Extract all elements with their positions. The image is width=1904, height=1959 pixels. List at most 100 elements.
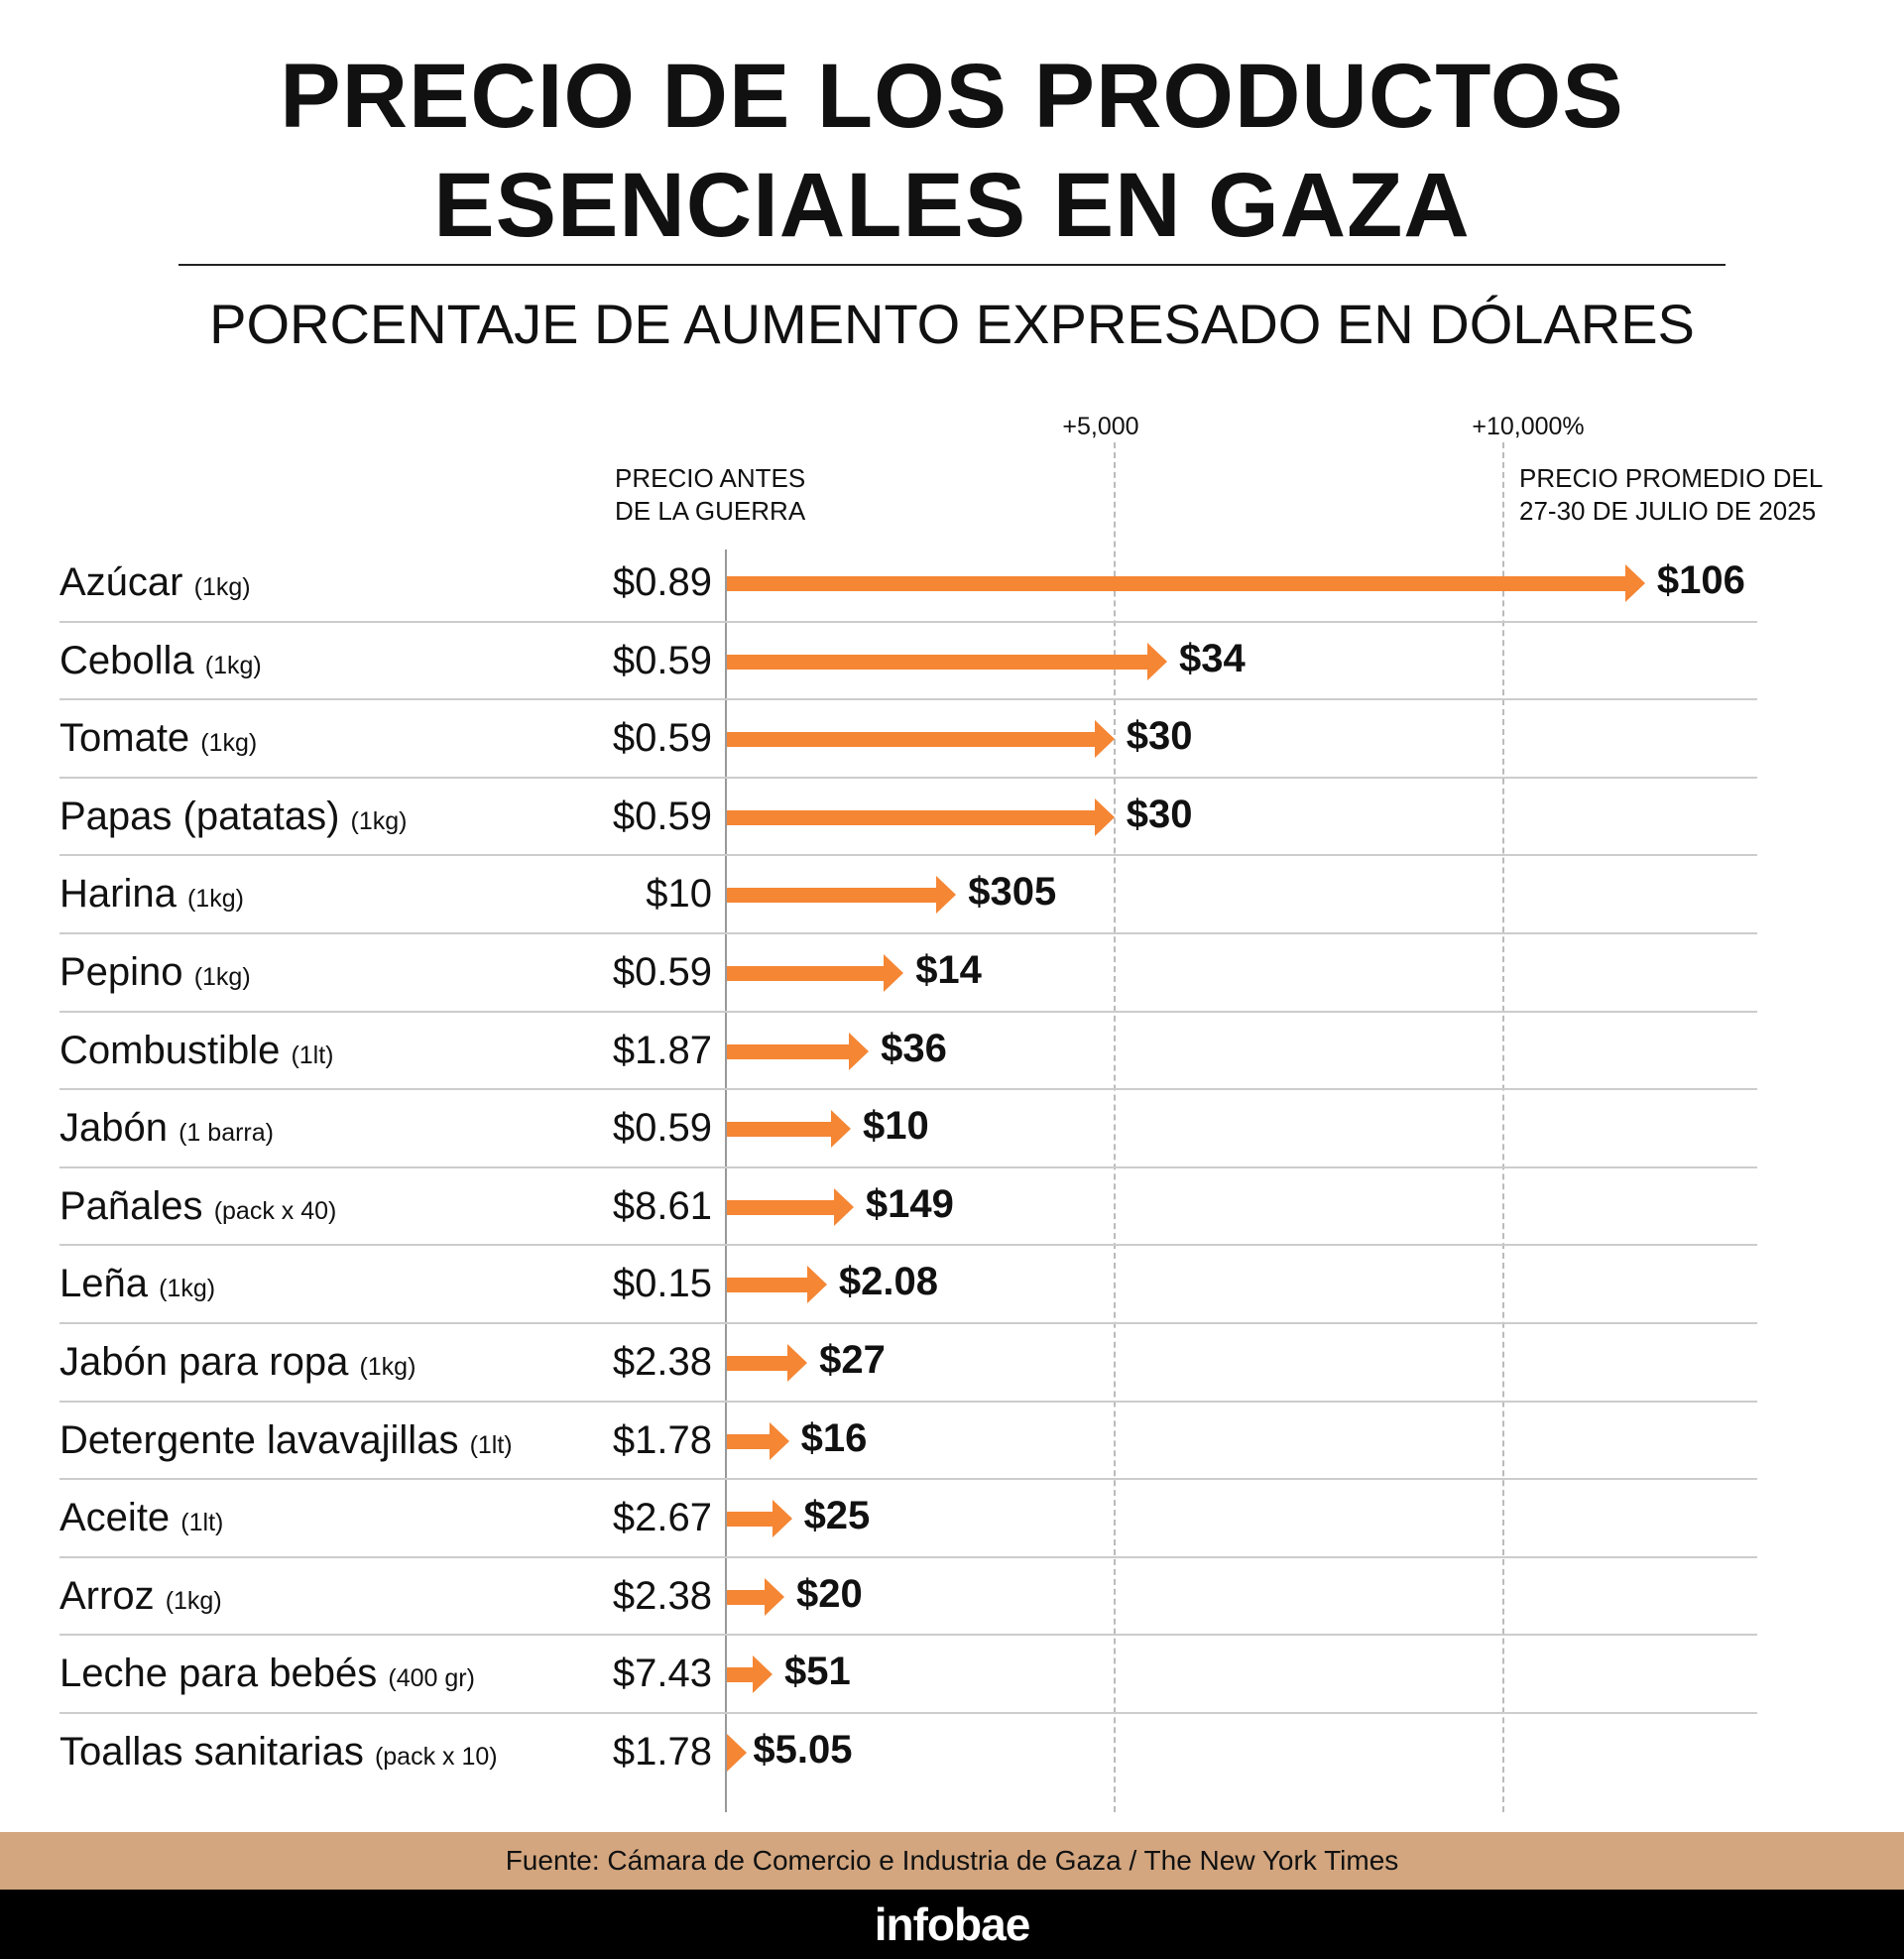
product-label: Leña <box>60 1262 148 1306</box>
increase-bar <box>727 1043 850 1059</box>
price-after: $305 <box>968 870 1057 915</box>
column-header-after-line1: PRECIO PROMEDIO DEL <box>1519 463 1824 493</box>
product-unit: (1kg) <box>193 963 251 991</box>
product-unit: (1lt) <box>180 1509 224 1537</box>
product-name: Detergente lavavajillas (1lt) <box>60 1418 513 1463</box>
arrow-head-icon <box>1624 564 1645 602</box>
price-after: $149 <box>865 1181 954 1226</box>
product-name: Tomate (1kg) <box>60 716 257 761</box>
product-label: Azúcar <box>60 560 183 604</box>
source-footer: Fuente: Cámara de Comercio e Industria d… <box>0 1832 1904 1890</box>
product-label: Aceite <box>60 1496 171 1540</box>
price-after: $30 <box>1126 792 1193 836</box>
title-divider <box>178 264 1726 266</box>
price-after: $51 <box>783 1650 851 1694</box>
row-divider <box>60 1400 1757 1403</box>
chart-title-line1: PRECIO DE LOS PRODUCTOS <box>280 46 1624 147</box>
increase-bar <box>727 809 1095 825</box>
table-row: Pañales (pack x 40) $8.61 $149 <box>60 1168 1757 1246</box>
row-divider <box>60 1322 1757 1324</box>
product-label: Pepino <box>60 950 183 994</box>
row-divider <box>60 1634 1757 1637</box>
y-axis-line <box>725 550 727 1812</box>
table-row: Azúcar (1kg) $0.89 $106 <box>60 545 1757 622</box>
table-row: Papas (patatas) (1kg) $0.59 $30 <box>60 779 1757 856</box>
table-row: Harina (1kg) $10 $305 <box>60 856 1757 933</box>
increase-bar <box>727 1199 834 1215</box>
product-name: Jabón para ropa (1kg) <box>60 1340 416 1385</box>
arrow-head-icon <box>1094 797 1115 836</box>
increase-bar <box>727 1122 832 1138</box>
price-after: $34 <box>1178 636 1246 680</box>
increase-bar <box>727 1512 773 1528</box>
price-before: $0.59 <box>612 716 712 761</box>
product-label: Arroz <box>60 1573 155 1618</box>
arrow-head-icon <box>727 1734 747 1772</box>
product-label: Combustible <box>60 1028 281 1072</box>
table-row: Pepino (1kg) $0.59 $14 <box>60 934 1757 1012</box>
increase-bar <box>727 966 885 981</box>
product-unit: (1kg) <box>359 1353 416 1381</box>
table-row: Combustible (1lt) $1.87 $36 <box>60 1013 1757 1090</box>
product-label: Cebolla <box>60 638 194 682</box>
price-after: $20 <box>796 1571 863 1616</box>
product-name: Harina (1kg) <box>60 872 244 917</box>
column-header-after-line2: 27-30 DE JULIO DE 2025 <box>1519 496 1817 526</box>
row-divider <box>60 698 1757 701</box>
column-header-before-line2: DE LA GUERRA <box>615 496 806 526</box>
price-before: $1.78 <box>612 1417 712 1462</box>
price-after: $2.08 <box>838 1260 938 1304</box>
product-label: Jabón <box>60 1106 168 1151</box>
arrow-head-icon <box>833 1187 854 1226</box>
table-row: Tomate (1kg) $0.59 $30 <box>60 700 1757 778</box>
price-before: $2.38 <box>612 1340 712 1384</box>
product-name: Papas (patatas) (1kg) <box>60 795 407 839</box>
table-row: Leche para bebés (400 gr) $7.43 $51 <box>60 1636 1757 1713</box>
increase-bar <box>727 1278 807 1293</box>
row-divider <box>60 854 1757 857</box>
product-label: Leche para bebés <box>60 1652 378 1696</box>
x-tick-label: +5,000 <box>1062 413 1139 440</box>
row-divider <box>60 1010 1757 1013</box>
arrow-head-icon <box>884 954 904 992</box>
chart-subtitle: PORCENTAJE DE AUMENTO EXPRESADO EN DÓLAR… <box>209 293 1695 355</box>
price-before: $2.38 <box>612 1573 712 1618</box>
table-row: Jabón para ropa (1kg) $2.38 $27 <box>60 1324 1757 1402</box>
arrow-head-icon <box>831 1110 852 1149</box>
row-divider <box>60 1555 1757 1558</box>
table-row: Toallas sanitarias (pack x 10) $1.78 $5.05 <box>60 1714 1757 1791</box>
arrow-head-icon <box>765 1577 785 1616</box>
product-label: Toallas sanitarias <box>60 1730 364 1774</box>
x-tick-label: +10,000% <box>1472 413 1585 440</box>
product-unit: (1kg) <box>186 885 244 914</box>
product-unit: (pack x 40) <box>213 1196 337 1225</box>
price-after: $10 <box>863 1104 929 1149</box>
product-unit: (1kg) <box>159 1275 216 1303</box>
table-row: Aceite (1lt) $2.67 $25 <box>60 1480 1757 1557</box>
arrow-head-icon <box>806 1266 827 1304</box>
column-header-before: PRECIO ANTES DE LA GUERRA <box>615 462 805 528</box>
arrow-head-icon <box>1094 720 1115 759</box>
price-before: $0.59 <box>612 638 712 682</box>
arrow-head-icon <box>849 1032 870 1070</box>
product-name: Toallas sanitarias (pack x 10) <box>60 1730 498 1775</box>
product-name: Pañales (pack x 40) <box>60 1184 336 1229</box>
product-label: Harina <box>60 872 177 917</box>
price-after: $106 <box>1656 558 1745 602</box>
product-label: Pañales <box>60 1183 203 1228</box>
row-divider <box>60 1165 1757 1168</box>
product-label: Papas (patatas) <box>60 794 340 838</box>
row-divider <box>60 1478 1757 1481</box>
gridline-10000 <box>1502 442 1504 1812</box>
price-before: $10 <box>646 872 712 917</box>
price-before: $0.59 <box>612 950 712 994</box>
row-divider <box>60 1712 1757 1714</box>
price-before: $0.59 <box>612 794 712 838</box>
row-divider <box>60 776 1757 779</box>
table-row: Jabón (1 barra) $0.59 $10 <box>60 1090 1757 1167</box>
increase-bar <box>727 888 937 904</box>
product-name: Combustible (1lt) <box>60 1029 334 1073</box>
product-name: Aceite (1lt) <box>60 1496 223 1540</box>
table-row: Leña (1kg) $0.15 $2.08 <box>60 1246 1757 1323</box>
row-divider <box>60 1244 1757 1247</box>
